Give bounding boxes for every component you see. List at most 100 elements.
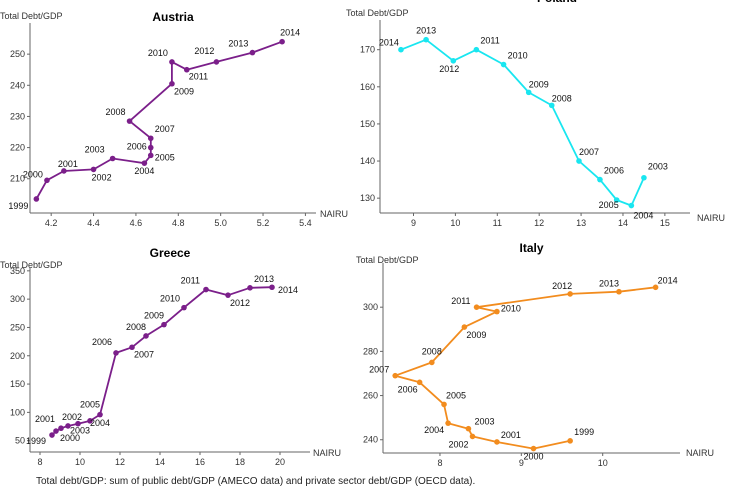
figure-caption: Total debt/GDP: sum of public debt/GDP (… — [36, 476, 476, 487]
greece-point-2000 — [53, 428, 59, 434]
greece-x-tick-label: 12 — [115, 457, 125, 467]
italy-x-tick-label: 9 — [519, 458, 524, 468]
italy-title: Italy — [519, 241, 543, 255]
poland-point-label-2009: 2009 — [529, 79, 549, 89]
greece-point-2012 — [225, 292, 231, 298]
poland-point-2011 — [473, 46, 480, 53]
italy-point-label-2005: 2005 — [446, 390, 466, 400]
italy-point-label-2004: 2004 — [424, 425, 444, 435]
italy-point-2004 — [445, 420, 451, 426]
italy-point-2007 — [392, 372, 399, 379]
greece-point-2011 — [203, 286, 209, 293]
greece-y-tick-label: 50 — [15, 436, 25, 446]
austria-y-tick-label: 220 — [10, 143, 25, 153]
greece-point-label-2012: 2012 — [230, 298, 250, 308]
austria-point-label-2004: 2004 — [134, 166, 154, 176]
poland-point-2014 — [398, 46, 404, 53]
poland-panel: 9 10 11 12 13 14 15 130 140 150 160 170 Poland Total … — [346, 0, 725, 228]
italy-panel: 8 9 10 240 260 280 300 Italy Total Debt/GDP NAIRU… — [356, 241, 714, 468]
austria-series-line — [35, 40, 283, 200]
austria-point-2014 — [279, 38, 285, 45]
italy-point-label-2007: 2007 — [369, 365, 389, 375]
italy-point-2008 — [429, 359, 435, 366]
italy-point-label-2000: 2000 — [524, 452, 544, 462]
italy-x-tick-label: 8 — [437, 458, 442, 468]
greece-point-2004 — [87, 418, 93, 424]
greece-point-label-2014: 2014 — [278, 285, 298, 295]
austria-point-2009 — [169, 80, 175, 87]
poland-point-2008 — [548, 102, 555, 109]
poland-point-label-2014: 2014 — [379, 38, 399, 48]
greece-x-tick-label: 8 — [37, 457, 42, 467]
austria-x-tick-label: 4.8 — [172, 218, 185, 228]
greece-point-label-2005: 2005 — [80, 400, 100, 410]
italy-point-2010 — [494, 308, 500, 315]
greece-y-tick-label: 300 — [10, 294, 25, 304]
austria-point-label-2002: 2002 — [92, 172, 112, 182]
greece-point-label-2008: 2008 — [126, 322, 146, 332]
greece-x-tick-label: 14 — [155, 457, 165, 467]
austria-x-axis-label: NAIRU — [320, 209, 348, 219]
austria-point-label-2000: 2000 — [23, 169, 43, 179]
greece-point-2006 — [113, 350, 119, 356]
italy-point-label-2008: 2008 — [422, 346, 442, 356]
greece-point-label-2013: 2013 — [254, 274, 274, 284]
italy-point-2001 — [494, 439, 500, 445]
poland-y-axis-label: Total Debt/GDP — [346, 8, 409, 18]
austria-title: Austria — [152, 10, 194, 24]
greece-y-tick-label: 150 — [10, 379, 25, 389]
poland-x-tick-label: 10 — [450, 218, 460, 228]
poland-x-tick-label: 9 — [411, 218, 416, 228]
austria-point-label-2009: 2009 — [174, 87, 194, 97]
italy-point-2005 — [441, 401, 447, 408]
italy-series-line — [394, 286, 656, 450]
italy-point-2013 — [616, 288, 622, 295]
austria-point-2002 — [90, 166, 97, 173]
italy-y-tick-label: 280 — [363, 346, 378, 356]
poland-y-tick-label: 160 — [360, 82, 375, 92]
poland-x-tick-label: 15 — [660, 218, 670, 228]
austria-point-2001 — [61, 168, 67, 174]
austria-point-label-2003: 2003 — [85, 144, 105, 154]
italy-point-2000 — [530, 445, 537, 452]
italy-point-label-1999: 1999 — [574, 427, 594, 437]
austria-point-label-1999: 1999 — [8, 201, 28, 211]
greece-point-label-2001: 2001 — [35, 414, 55, 424]
poland-y-tick-label: 170 — [360, 45, 375, 55]
austria-x-tick-label: 5.2 — [257, 218, 270, 228]
austria-x-tick-label: 4.6 — [130, 218, 143, 228]
italy-y-axis-label: Total Debt/GDP — [356, 255, 419, 265]
austria-x-tick-label: 5.0 — [214, 218, 227, 228]
italy-point-label-2013: 2013 — [599, 279, 619, 289]
italy-point-2006 — [416, 379, 423, 386]
austria-point-1999 — [33, 196, 40, 202]
austria-point-2012 — [213, 59, 220, 65]
greece-point-2013 — [247, 285, 253, 291]
poland-point-2012 — [450, 58, 457, 64]
austria-point-2007 — [147, 135, 154, 142]
greece-point-2001 — [58, 425, 64, 432]
poland-series-line — [400, 38, 645, 207]
poland-point-2003 — [641, 174, 647, 181]
italy-x-tick-label: 10 — [598, 458, 608, 468]
italy-point-label-2001: 2001 — [501, 430, 521, 440]
poland-point-label-2006: 2006 — [604, 166, 624, 176]
austria-y-axis-label: Total Debt/GDP — [0, 11, 63, 21]
austria-point-2004 — [141, 160, 148, 166]
greece-point-label-1999: 1999 — [26, 436, 46, 446]
austria-y-tick-label: 230 — [10, 111, 25, 121]
italy-point-label-2011: 2011 — [451, 296, 470, 306]
greece-y-tick-label: 100 — [10, 407, 25, 417]
austria-point-2013 — [249, 49, 256, 56]
poland-point-2005 — [613, 197, 620, 203]
poland-point-2007 — [576, 158, 582, 164]
greece-point-label-2000: 2000 — [60, 433, 80, 443]
austria-point-label-2008: 2008 — [106, 107, 126, 117]
greece-y-axis-label: Total Debt/GDP — [0, 260, 63, 270]
poland-point-label-2013: 2013 — [416, 26, 436, 36]
greece-point-2008 — [143, 333, 149, 339]
greece-x-axis-label: NAIRU — [313, 448, 341, 458]
italy-point-2003 — [465, 425, 472, 432]
greece-point-2010 — [181, 304, 187, 311]
